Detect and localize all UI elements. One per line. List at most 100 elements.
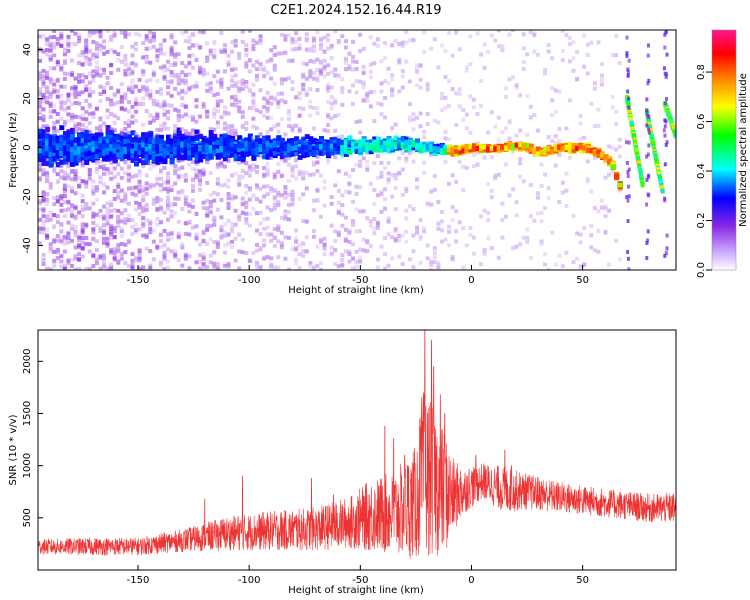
heatmap-cell <box>148 46 153 51</box>
heatmap-cell <box>169 62 174 67</box>
heatmap-cell <box>134 41 139 46</box>
heatmap-cell <box>340 212 345 217</box>
heatmap-cell <box>38 167 42 172</box>
heatmap-cell <box>41 252 46 257</box>
heatmap-cell <box>176 174 181 179</box>
heatmap-cell <box>144 207 149 212</box>
heatmap-cell <box>215 109 220 114</box>
heatmap-cell <box>158 233 163 238</box>
heatmap-cell <box>415 69 420 74</box>
heatmap-cell <box>158 104 163 109</box>
heatmap-cell <box>461 188 466 193</box>
heatmap-cell <box>290 202 295 207</box>
heatmap-cell <box>304 47 309 52</box>
heatmap-cell <box>66 42 71 47</box>
heatmap-cell <box>482 144 488 150</box>
heatmap-cell <box>141 185 146 190</box>
heatmap-cell <box>304 32 309 37</box>
heatmap-cell <box>315 198 320 203</box>
heatmap-cell <box>386 219 391 224</box>
heatmap-cell <box>262 154 268 160</box>
heatmap-cell <box>318 42 323 47</box>
heatmap-cell <box>222 164 227 169</box>
heatmap-cell <box>187 254 192 259</box>
heatmap-cell <box>230 226 235 231</box>
heatmap-cell <box>169 80 174 85</box>
heatmap-cell <box>393 237 398 242</box>
heatmap-cell <box>276 162 281 167</box>
heatmap-cell <box>254 40 259 45</box>
heatmap-cell <box>372 139 378 145</box>
heatmap-cell <box>126 85 131 90</box>
heatmap-cell <box>183 30 188 34</box>
heatmap-cell <box>283 195 288 200</box>
heatmap-cell <box>283 50 288 55</box>
heatmap-cell <box>141 216 146 221</box>
heatmap-cell <box>98 144 104 150</box>
heatmap-cell <box>144 186 149 191</box>
heatmap-cell <box>190 166 195 171</box>
heatmap-cell <box>80 132 86 138</box>
heatmap-cell <box>439 143 445 149</box>
heatmap-cell <box>158 138 164 144</box>
heatmap-cell <box>386 66 391 71</box>
heatmap-cell <box>87 30 92 34</box>
heatmap-cell <box>105 201 110 206</box>
heatmap-cell <box>59 67 64 72</box>
heatmap-cell <box>166 189 171 194</box>
heatmap-cell <box>144 181 149 186</box>
heatmap-cell <box>169 201 174 206</box>
heatmap-cell <box>208 223 213 228</box>
heatmap-cell <box>212 261 217 266</box>
heatmap-cell <box>148 146 154 152</box>
heatmap-cell <box>276 169 281 174</box>
heatmap-cell <box>482 248 487 253</box>
heatmap-cell <box>322 142 328 148</box>
heatmap-cell <box>91 30 96 35</box>
heatmap-cell <box>59 143 65 149</box>
heatmap-cell <box>41 172 46 177</box>
heatmap-cell <box>230 245 235 250</box>
heatmap-cell <box>219 147 225 153</box>
heatmap-cell <box>62 71 67 76</box>
heatmap-cell <box>141 224 146 229</box>
heatmap-cell <box>375 136 381 142</box>
heatmap-cell <box>315 146 321 152</box>
heatmap-cell <box>134 140 140 146</box>
heatmap-cell <box>350 222 355 227</box>
heatmap-cell <box>45 100 50 105</box>
heatmap-cell <box>365 165 370 170</box>
heatmap-cell <box>443 149 449 155</box>
heatmap-cell <box>230 229 235 234</box>
heatmap-cell <box>48 35 53 40</box>
heatmap-cell <box>290 193 295 198</box>
heatmap-cell <box>379 59 384 64</box>
heatmap-cell <box>48 94 53 99</box>
heatmap-cell <box>45 214 50 219</box>
heatmap-cell <box>265 115 270 120</box>
heatmap-cell <box>340 34 345 39</box>
heatmap-cell <box>198 152 204 158</box>
heatmap-cell <box>91 115 96 120</box>
heatmap-cell <box>126 145 132 151</box>
heatmap-cell <box>407 204 412 209</box>
heatmap-cell <box>333 136 339 142</box>
heatmap-cell <box>340 134 345 139</box>
heatmap-cell <box>354 59 359 64</box>
heatmap-cell <box>272 195 277 200</box>
heatmap-cell <box>447 229 452 234</box>
heatmap-cell <box>166 232 171 237</box>
heatmap-cell <box>166 116 171 121</box>
heatmap-cell <box>55 180 60 185</box>
heatmap-cell <box>237 86 242 91</box>
heatmap-cell <box>45 161 51 167</box>
heatmap-cell <box>205 265 210 270</box>
heatmap-cell <box>219 77 224 82</box>
heatmap-cell <box>397 233 402 238</box>
heatmap-cell <box>116 152 122 158</box>
heatmap-cell <box>290 165 295 170</box>
heatmap-cell <box>276 193 281 198</box>
heatmap-cell <box>98 84 103 89</box>
heatmap-cell <box>119 166 124 171</box>
heatmap-cell <box>205 198 210 203</box>
